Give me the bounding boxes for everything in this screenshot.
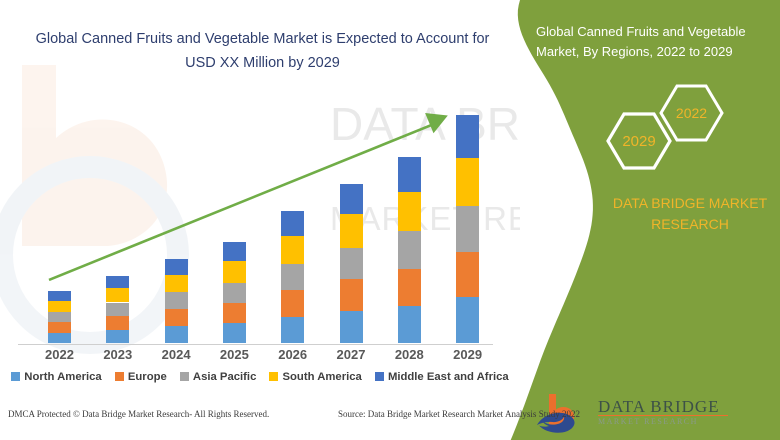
svg-text:2022: 2022 (676, 105, 707, 121)
svg-text:2029: 2029 (622, 133, 655, 150)
